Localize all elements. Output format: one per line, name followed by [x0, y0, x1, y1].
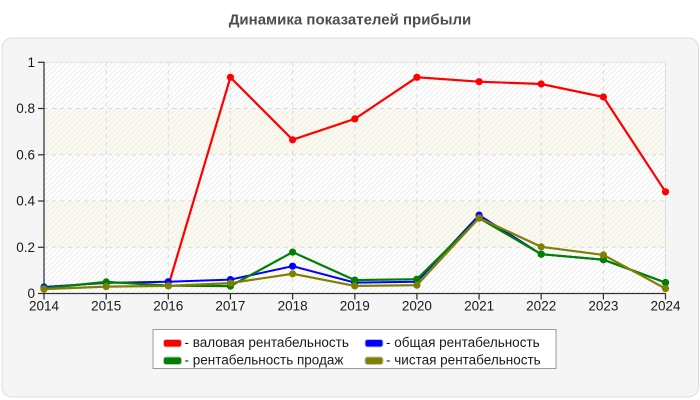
svg-text:2015: 2015: [91, 299, 121, 314]
svg-text:- чистая рентабельность: - чистая рентабельность: [386, 353, 541, 368]
svg-text:0: 0: [27, 286, 35, 301]
svg-text:2024: 2024: [650, 299, 681, 314]
svg-text:0.4: 0.4: [16, 194, 35, 209]
svg-text:1: 1: [27, 55, 35, 70]
svg-text:- рентабельность продаж: - рентабельность продаж: [185, 353, 344, 368]
svg-text:Динамика показателей прибыли: Динамика показателей прибыли: [229, 12, 472, 29]
svg-text:0.8: 0.8: [16, 101, 35, 116]
svg-text:2021: 2021: [464, 299, 494, 314]
svg-text:2014: 2014: [29, 299, 60, 314]
svg-text:- общая рентабельность: - общая рентабельность: [386, 335, 540, 350]
svg-text:2018: 2018: [278, 299, 308, 314]
svg-text:2023: 2023: [588, 299, 618, 314]
svg-text:- валовая рентабельность: - валовая рентабельность: [185, 335, 349, 350]
svg-text:2020: 2020: [402, 299, 432, 314]
svg-text:2016: 2016: [153, 299, 183, 314]
svg-text:2017: 2017: [215, 299, 245, 314]
svg-text:2019: 2019: [340, 299, 370, 314]
svg-text:0.6: 0.6: [16, 147, 35, 162]
svg-text:0.2: 0.2: [16, 240, 35, 255]
svg-text:2022: 2022: [526, 299, 556, 314]
